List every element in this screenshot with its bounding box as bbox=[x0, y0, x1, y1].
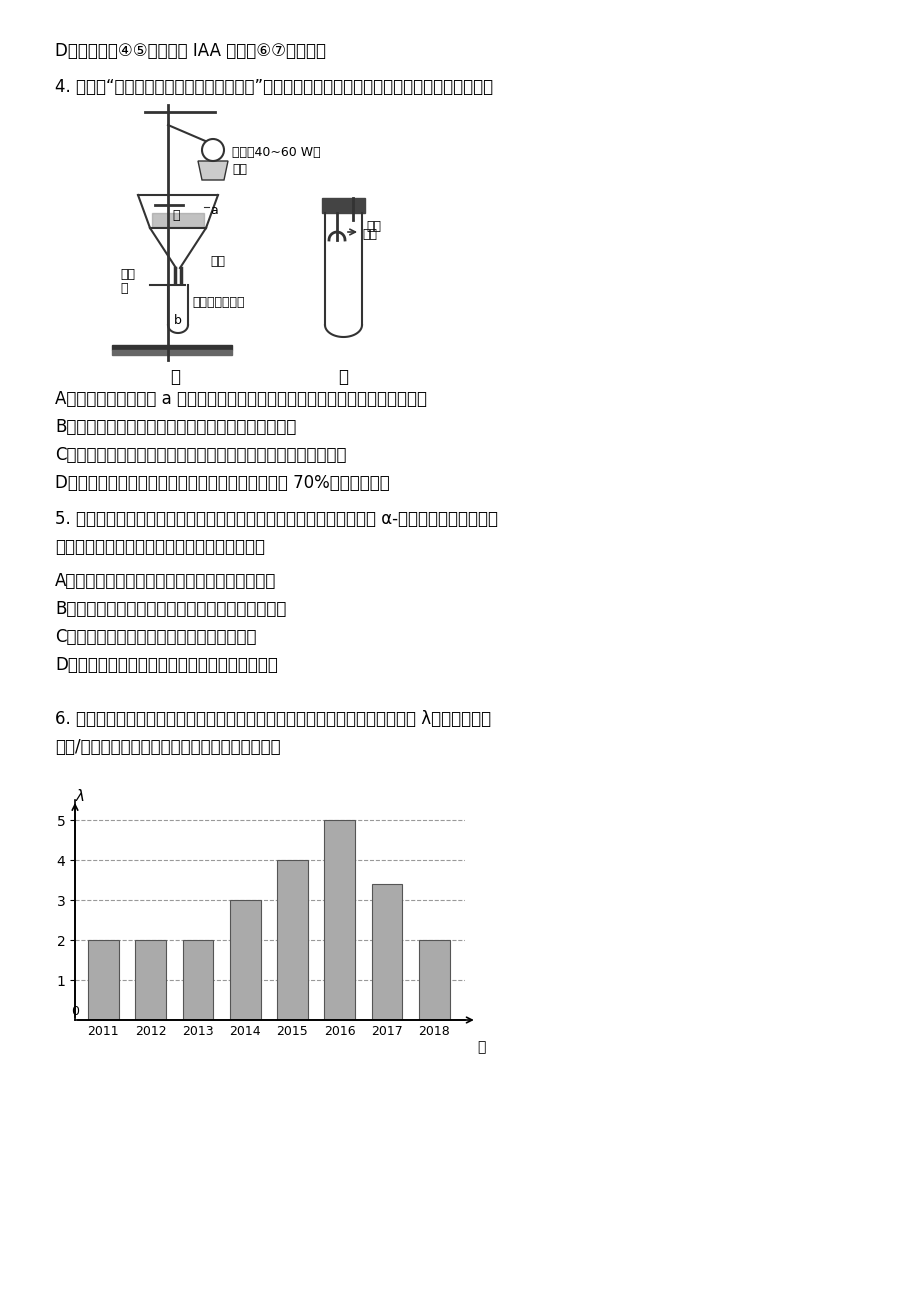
Text: 5. 种子萩发的过程中，在赤霖素的诱导下，胚乳的糊粉层中会大量合成 α-淠粉酶，此过程会受到: 5. 种子萩发的过程中，在赤霖素的诱导下，胚乳的糊粉层中会大量合成 α-淠粉酶，… bbox=[55, 510, 497, 529]
Text: 灯罩: 灯罩 bbox=[232, 163, 246, 176]
Text: 脱落酸的抑制。下列相关叙述正确的是（　　）: 脱落酸的抑制。下列相关叙述正确的是（ ） bbox=[55, 538, 265, 556]
Text: 漏斗: 漏斗 bbox=[210, 255, 225, 268]
Text: 土: 土 bbox=[172, 210, 179, 223]
Circle shape bbox=[202, 139, 223, 161]
Bar bbox=[135, 940, 165, 1019]
Text: A．　在种子萩发的过程中这两种激素是拮抗关系: A． 在种子萩发的过程中这两种激素是拮抗关系 bbox=[55, 572, 276, 590]
Text: C．　甲装置主要是利用土壤动物趋光、避高温、趋湿的习性采集: C． 甲装置主要是利用土壤动物趋光、避高温、趋湿的习性采集 bbox=[55, 447, 346, 464]
Bar bbox=[418, 940, 449, 1019]
Text: 铁架: 铁架 bbox=[119, 268, 135, 281]
Text: 电灯（40~60 W）: 电灯（40~60 W） bbox=[232, 146, 321, 159]
Bar bbox=[324, 820, 355, 1019]
Bar bbox=[277, 861, 308, 1019]
Text: 6. 科研人员用模型建构的方法研究某个种群数量的变化时，绘制出下图，图中的 λ＝某一年种群: 6. 科研人员用模型建构的方法研究某个种群数量的变化时，绘制出下图，图中的 λ＝… bbox=[55, 710, 491, 728]
Text: $\lambda$: $\lambda$ bbox=[74, 788, 85, 805]
Polygon shape bbox=[152, 214, 204, 227]
Text: D．　在保存种子的过程中应尽量降低脱落酸含量: D． 在保存种子的过程中应尽量降低脱落酸含量 bbox=[55, 656, 278, 674]
Bar bbox=[182, 940, 213, 1019]
Text: 乙: 乙 bbox=[337, 368, 347, 385]
Text: D．　璐脂块④⑤中含有的 IAA 分别与⑥⑦中的相等: D． 璐脂块④⑤中含有的 IAA 分别与⑥⑦中的相等 bbox=[55, 42, 325, 60]
Text: 吸气: 吸气 bbox=[361, 228, 377, 241]
Bar bbox=[230, 900, 260, 1019]
Polygon shape bbox=[112, 345, 232, 350]
Text: C．　赤霖素能够直接喂化胚乳中淠粉的水解: C． 赤霖素能够直接喂化胚乳中淠粉的水解 bbox=[55, 628, 256, 646]
Text: A．　甲装置的花盆壁 a 和放在其中的土壤之间留一定空隙的目的是便于空气流通: A． 甲装置的花盆壁 a 和放在其中的土壤之间留一定空隙的目的是便于空气流通 bbox=[55, 391, 426, 408]
Text: 0: 0 bbox=[71, 1005, 79, 1018]
Text: 年: 年 bbox=[476, 1040, 484, 1055]
Bar bbox=[88, 940, 119, 1019]
Text: b: b bbox=[174, 314, 182, 327]
Text: 台: 台 bbox=[119, 283, 128, 296]
Text: 纱布: 纱布 bbox=[366, 220, 380, 233]
Bar bbox=[371, 884, 402, 1019]
Polygon shape bbox=[322, 198, 365, 214]
Polygon shape bbox=[198, 161, 228, 180]
Text: B．　赤霖素与脱落酸作用机理相同，可以互相代替: B． 赤霖素与脱落酸作用机理相同，可以互相代替 bbox=[55, 600, 286, 618]
Text: B．　乙装置通常用于对体型较小的土壤动物进行采集: B． 乙装置通常用于对体型较小的土壤动物进行采集 bbox=[55, 418, 296, 436]
Text: 试管（或烧杯）: 试管（或烧杯） bbox=[192, 296, 244, 309]
Text: D．　用乙装置采集的土壤动物可以放入体积分数为 70%的酒精溶液中: D． 用乙装置采集的土壤动物可以放入体积分数为 70%的酒精溶液中 bbox=[55, 474, 390, 492]
Text: a: a bbox=[210, 204, 218, 217]
Polygon shape bbox=[112, 350, 232, 355]
Text: 4. 下图是“土壤中小动物类群丰富度的研究”实验中常用的两种装置，下列有关叙述错误的是（）: 4. 下图是“土壤中小动物类群丰富度的研究”实验中常用的两种装置，下列有关叙述错… bbox=[55, 78, 493, 96]
Text: 甲: 甲 bbox=[170, 368, 180, 385]
Text: 数量/一年前种群数量。下列有关说法正确的是（）: 数量/一年前种群数量。下列有关说法正确的是（） bbox=[55, 738, 280, 756]
